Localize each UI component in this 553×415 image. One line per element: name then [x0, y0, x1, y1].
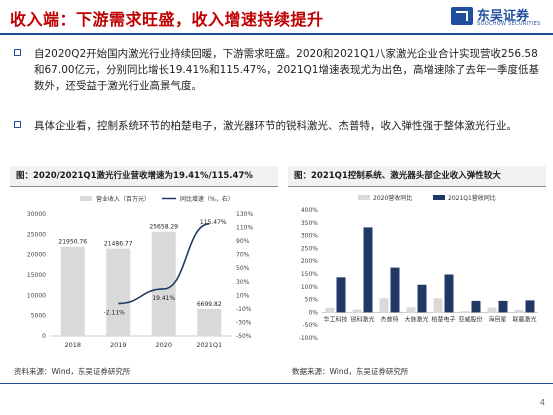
bar-2021q1 [444, 274, 454, 313]
bar-2020 [514, 309, 524, 313]
revenue-bar [60, 246, 85, 336]
y2-tick-label: 50% [236, 265, 250, 272]
x-tick-label: 杰普特 [380, 315, 398, 323]
bar-2021q1 [471, 300, 481, 313]
bullet-1-text: 自2020Q2开始国内激光行业持续回暖，下游需求旺盛。2020和2021Q1八家… [34, 48, 539, 92]
bar-2021q1 [498, 300, 508, 313]
left-chart-title: 图：2020/2021Q1激光行业营收增速为19.41%/115.47% [10, 166, 278, 187]
y-tick-label: 400% [301, 207, 318, 214]
y2-tick-label: 130% [236, 211, 253, 218]
bullet-2-text: 具体企业看，控制系统环节的柏楚电子，激光器环节的锐科激光、杰普特，收入弹性强于整… [34, 120, 517, 132]
legend-label-2020: 2020营收同比 [373, 194, 412, 202]
bar-2020 [379, 298, 389, 313]
growth-data-label: 115.47% [200, 219, 227, 226]
revenue-data-label: 25658.29 [149, 224, 178, 231]
y-tick-label: 350% [301, 220, 318, 227]
legend-swatch-revenue [80, 196, 92, 201]
y-tick-label: 30000 [27, 211, 46, 218]
page-title: 收入端：下游需求旺盛，收入增速持续提升 [10, 10, 324, 29]
bar-2020 [487, 307, 497, 313]
logo-chinese-name: 东吴证券 [477, 9, 530, 24]
x-tick-label: 2020 [155, 341, 172, 349]
bar-2021q1 [363, 227, 373, 313]
bar-2021q1 [336, 277, 346, 313]
bar-2020 [325, 307, 335, 313]
revenue-bar [197, 308, 222, 336]
x-tick-label: 柏楚电子 [431, 315, 455, 323]
y-tick-label: 5000 [31, 313, 46, 320]
right-chart-source: 数据来源：Wind，东吴证券研究所 [292, 367, 409, 376]
brand-logo: 东吴证券 SOOCHOW SECURITIES [451, 4, 547, 30]
page-number: 4 [539, 398, 545, 407]
footer-divider [0, 383, 553, 384]
logo-english-name: SOOCHOW SECURITIES [477, 21, 541, 27]
bullet-1: 自2020Q2开始国内激光行业持续回暖，下游需求旺盛。2020和2021Q1八家… [14, 46, 544, 98]
x-tick-label: 锐科激光 [350, 315, 374, 323]
revenue-data-label: 6699.82 [197, 301, 222, 308]
revenue-bar [151, 231, 176, 336]
bar-2020 [406, 307, 416, 313]
square-bullet-icon [14, 49, 21, 56]
y-tick-label: 10000 [27, 292, 46, 299]
left-chart-source: 资料来源：Wind，东吴证券研究所 [14, 367, 131, 376]
bar-2020 [352, 309, 362, 313]
legend-swatch-2021q1 [433, 195, 445, 200]
bar-2020 [460, 311, 470, 313]
bar-2021q1 [525, 300, 535, 313]
y2-tick-label: 30% [236, 279, 250, 286]
bullet-2: 具体企业看，控制系统环节的柏楚电子，激光器环节的锐科激光、杰普特，收入弹性强于整… [14, 118, 544, 154]
y-tick-label: 300% [301, 233, 318, 240]
y2-tick-label: 90% [236, 238, 250, 245]
y-tick-label: -50% [302, 322, 318, 329]
legend-label-revenue: 营业收入（百万元） [96, 195, 150, 203]
x-tick-label: 联赢激光 [512, 315, 536, 323]
x-tick-label: 2021Q1 [196, 341, 222, 349]
y2-tick-label: 110% [236, 225, 253, 232]
logo-mark-icon [451, 7, 473, 25]
x-tick-label: 海目星 [488, 315, 506, 323]
x-tick-label: 2019 [110, 341, 127, 349]
y-tick-label: -100% [299, 335, 319, 342]
legend-label-2021q1: 2021Q1营收同比 [448, 194, 496, 202]
company-growth-chart: 2020营收同比 2021Q1营收同比 -100% -50% 0% 50% 100% 150%… [299, 194, 538, 342]
y-tick-label: 0 [42, 333, 46, 340]
x-tick-label: 华工科技 [323, 315, 347, 323]
bar-2020 [433, 298, 443, 313]
growth-data-label: -2.11% [104, 310, 126, 317]
legend-label-growth: 同比增速（%，右） [180, 195, 234, 203]
x-tick-label: 2018 [64, 341, 81, 349]
revenue-bar [106, 248, 131, 336]
left-chart-panel: 图：2020/2021Q1激光行业营收增速为19.41%/115.47% 营业收… [10, 166, 278, 369]
bar-2021q1 [390, 267, 400, 313]
y2-tick-label: -30% [236, 319, 252, 326]
right-chart-panel: 图：2021Q1控制系统、激光器头部企业收入弹性较大 2020营收同比 2021Q… [288, 166, 546, 369]
square-bullet-icon [14, 121, 21, 128]
revenue-growth-chart: 营业收入（百万元） 同比增速（%，右） 0 5000 10000 15000 20000 25… [27, 195, 254, 349]
legend-swatch-2020 [358, 195, 370, 200]
x-tick-label: 亚威股份 [458, 315, 482, 323]
revenue-data-label: 21486.77 [104, 241, 133, 248]
growth-data-label: 19.41% [152, 295, 175, 302]
y-tick-label: 250% [301, 245, 318, 252]
y2-tick-label: -10% [236, 306, 252, 313]
y-tick-label: 0% [308, 309, 318, 316]
bar-2021q1 [417, 284, 427, 313]
revenue-data-label: 21950.76 [58, 239, 87, 246]
right-chart-title: 图：2021Q1控制系统、激光器头部企业收入弹性较大 [288, 166, 546, 187]
y2-tick-label: 70% [236, 252, 250, 259]
y2-tick-label: -50% [236, 333, 252, 340]
y-tick-label: 50% [305, 297, 319, 304]
y-tick-label: 100% [301, 284, 318, 291]
y2-tick-label: 10% [236, 292, 250, 299]
y-tick-label: 25000 [27, 231, 46, 238]
growth-line [118, 223, 210, 305]
y-tick-label: 150% [301, 271, 318, 278]
x-tick-label: 大族激光 [404, 315, 428, 323]
header-divider [0, 33, 553, 35]
y-tick-label: 20000 [27, 252, 46, 259]
y-tick-label: 200% [301, 258, 318, 265]
y-tick-label: 15000 [27, 272, 46, 279]
